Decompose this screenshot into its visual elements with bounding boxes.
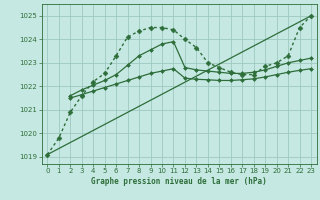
X-axis label: Graphe pression niveau de la mer (hPa): Graphe pression niveau de la mer (hPa)	[91, 177, 267, 186]
